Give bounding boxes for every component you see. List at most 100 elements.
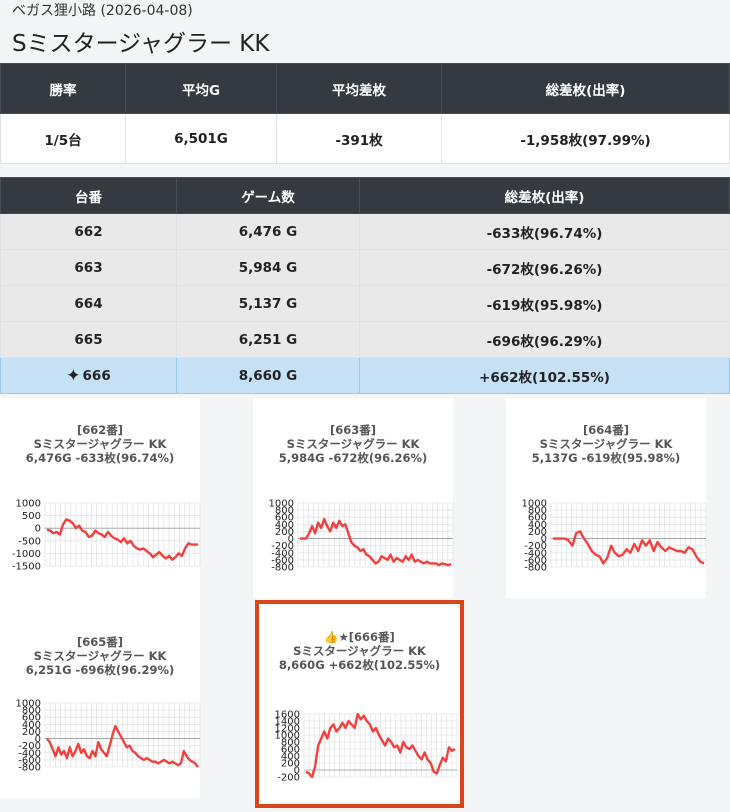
machine-games: 5,137 G — [176, 285, 360, 322]
machine-diff: -619枚(95.98%) — [359, 285, 730, 322]
y-tick-label: -400 — [18, 748, 41, 759]
y-tick-label: 1000 — [275, 731, 300, 742]
series-line — [300, 517, 452, 567]
chart-card-662[interactable]: [662番] Sミスタージャグラー KK 6,476G -633枚(96.74%… — [0, 398, 201, 598]
y-tick-label: 1600 — [275, 710, 300, 721]
y-tick-label: 0 — [294, 766, 300, 777]
page-title: Sミスタージャグラー KK — [12, 31, 270, 57]
chart-title: [665番] — [76, 635, 124, 649]
y-tick-label: -600 — [18, 755, 41, 766]
chart-caption: 5,137G -619枚(95.98%) — [531, 451, 681, 465]
machine-no-cell: ✦ 666 — [0, 357, 177, 394]
y-tick-label: 400 — [275, 520, 294, 531]
y-tick-label: -600 — [524, 555, 547, 566]
y-tick-label: 1000 — [16, 499, 41, 510]
avg-diff-value: -391枚 — [276, 113, 442, 164]
y-tick-label: -800 — [18, 763, 41, 774]
summary-values-row: 1/5台 6,501G -391枚 -1,958枚(97.99%) — [0, 113, 730, 164]
chart-subtitle: Sミスタージャグラー KK — [33, 649, 167, 663]
col-win-rate: 勝率 — [0, 63, 126, 114]
y-tick-label: -200 — [271, 541, 294, 552]
machine-header-row: 台番 ゲーム数 総差枚(出率) — [0, 177, 730, 214]
y-tick-label: 200 — [528, 527, 547, 538]
machine-no: 663 — [0, 249, 177, 286]
series-line — [46, 518, 198, 561]
y-tick-label: -800 — [271, 563, 294, 574]
y-tick-label: 600 — [22, 713, 41, 724]
y-tick-label: 800 — [528, 506, 547, 517]
sparkles-icon: ✦ — [66, 365, 81, 386]
win-rate-value: 1/5台 — [0, 113, 126, 164]
y-tick-label: 500 — [22, 511, 41, 522]
machine-no: 664 — [0, 285, 177, 322]
y-tick-label: -600 — [271, 555, 294, 566]
chart-title: [663番] — [329, 423, 377, 437]
series-line — [553, 530, 705, 565]
table-row[interactable]: 663 5,984 G -672枚(96.26%) — [0, 249, 730, 286]
machine-games: 6,251 G — [176, 321, 360, 358]
machine-games: 8,660 G — [176, 357, 360, 394]
chart-card-663[interactable]: [663番] Sミスタージャグラー KK 5,984G -672枚(96.26%… — [253, 398, 454, 598]
y-tick-label: 0 — [541, 534, 547, 545]
y-tick-label: 1400 — [275, 717, 300, 728]
y-tick-label: -200 — [277, 773, 300, 784]
y-tick-label: -200 — [524, 541, 547, 552]
y-tick-label: -800 — [524, 563, 547, 574]
y-tick-label: 800 — [275, 506, 294, 517]
chart-caption: 6,476G -633枚(96.74%) — [25, 451, 175, 465]
machine-diff: -696枚(96.29%) — [359, 321, 730, 358]
machine-no: 665 — [0, 321, 177, 358]
chart-subtitle: Sミスタージャグラー KK — [286, 437, 420, 451]
machine-no: 662 — [0, 213, 177, 250]
chart-caption: 6,251G -696枚(96.29%) — [25, 663, 175, 677]
table-row-highlighted[interactable]: ✦ 666 8,660 G +662枚(102.55%) — [0, 357, 730, 394]
machine-table: 台番 ゲーム数 総差枚(出率) 662 6,476 G -633枚(96.74%… — [0, 177, 730, 394]
y-tick-label: 0 — [35, 734, 41, 745]
y-tick-label: 1000 — [16, 699, 41, 710]
table-row[interactable]: 662 6,476 G -633枚(96.74%) — [0, 213, 730, 250]
y-tick-label: -1000 — [12, 549, 41, 560]
y-tick-label: 600 — [281, 745, 300, 756]
y-tick-label: 200 — [281, 759, 300, 770]
y-tick-label: 400 — [281, 752, 300, 763]
col-machine-no: 台番 — [0, 177, 177, 214]
chart-caption: 5,984G -672枚(96.26%) — [278, 451, 428, 465]
machine-diff: -633枚(96.74%) — [359, 213, 730, 250]
table-row[interactable]: 664 5,137 G -619枚(95.98%) — [0, 285, 730, 322]
table-row[interactable]: 665 6,251 G -696枚(96.29%) — [0, 321, 730, 358]
chart-card-666[interactable]: 👍★[666番] Sミスタージャグラー KK 8,660G +662枚(102.… — [255, 600, 464, 808]
chart-title: [662番] — [76, 423, 124, 437]
series-line — [46, 724, 199, 768]
machine-games: 5,984 G — [176, 249, 360, 286]
y-tick-label: 0 — [35, 524, 41, 535]
y-tick-label: -400 — [271, 548, 294, 559]
y-tick-label: 800 — [22, 706, 41, 717]
y-tick-label: -500 — [18, 536, 41, 547]
y-tick-label: 1200 — [275, 724, 300, 735]
chart-subtitle: Sミスタージャグラー KK — [293, 644, 426, 658]
y-tick-label: 1000 — [269, 499, 294, 510]
chart-title: [664番] — [582, 423, 630, 437]
y-tick-label: -200 — [18, 741, 41, 752]
summary-header-row: 勝率 平均G 平均差枚 総差枚(出率) — [0, 63, 730, 114]
y-tick-label: 400 — [22, 720, 41, 731]
y-tick-label: 1000 — [522, 499, 547, 510]
y-tick-label: -1500 — [12, 562, 41, 573]
y-tick-label: 600 — [275, 513, 294, 524]
chart-subtitle: Sミスタージャグラー KK — [33, 437, 167, 451]
col-avg-games: 平均G — [125, 63, 277, 114]
y-tick-label: 800 — [281, 738, 300, 749]
machine-games: 6,476 G — [176, 213, 360, 250]
chart-card-665[interactable]: [665番] Sミスタージャグラー KK 6,251G -696枚(96.29%… — [0, 598, 201, 798]
machine-diff: -672枚(96.26%) — [359, 249, 730, 286]
chart-card-664[interactable]: [664番] Sミスタージャグラー KK 5,137G -619枚(95.98%… — [506, 398, 707, 598]
store-date: ベガス狸小路 (2026-04-08) — [12, 3, 193, 19]
y-tick-label: 400 — [528, 520, 547, 531]
col-total-diff: 総差枚(出率) — [441, 63, 730, 114]
col-games: ゲーム数 — [176, 177, 360, 214]
